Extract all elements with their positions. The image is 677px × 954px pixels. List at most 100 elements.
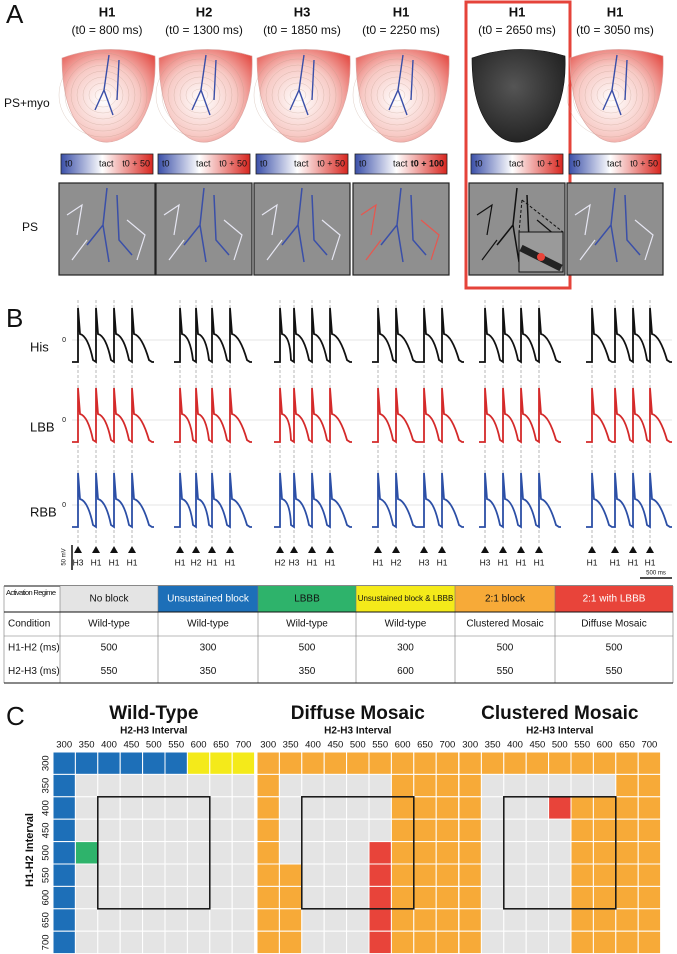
stimulus-label: H1	[127, 557, 138, 567]
heatmap-cell	[231, 841, 256, 865]
heatmap-cell	[97, 751, 121, 775]
purkinje-branch	[191, 54, 217, 116]
isochrone	[191, 88, 209, 102]
stimulus-marker	[517, 546, 525, 553]
x-axis-label: H2-H3 Interval	[120, 726, 187, 737]
heatmap-cell	[52, 796, 76, 820]
y-tick-label: 550	[41, 867, 52, 883]
heatmap-cell	[301, 751, 325, 775]
ps-tree	[261, 203, 341, 261]
heatmap-cell	[119, 930, 144, 954]
y-tick-label: 300	[41, 755, 52, 771]
heatmap-cell	[458, 796, 482, 820]
table-header: Unsustained block	[167, 594, 250, 605]
isochrone	[277, 76, 319, 114]
heatmap-cell	[278, 751, 303, 775]
heatmap-cell	[346, 908, 370, 932]
scale-label: 50 mV	[62, 548, 68, 565]
ps-panel	[566, 182, 664, 276]
colorbar-label: tact	[196, 158, 211, 168]
isochrone	[584, 70, 638, 120]
stimulus-label: H1	[325, 557, 336, 567]
x-axis-label: H2-H3 Interval	[324, 726, 391, 737]
heatmap-cell	[458, 773, 482, 798]
heatmap-cell	[323, 885, 348, 910]
stimulus-marker	[374, 546, 382, 553]
heatmap-cell	[503, 885, 527, 910]
heatmap-cell	[186, 885, 211, 910]
trace	[174, 472, 252, 529]
stimulus-label: H2	[191, 557, 202, 567]
heatmap-cell	[368, 796, 392, 820]
heatmap-cell	[615, 796, 639, 820]
highlight-box	[464, 0, 572, 290]
heatmap-cell	[52, 751, 76, 775]
heatmap-cell	[570, 885, 594, 910]
heatmap-cell	[256, 751, 280, 775]
heatmap-cell	[570, 841, 594, 865]
heatmap-cell	[390, 818, 415, 843]
stimulus-title: H3	[294, 4, 311, 19]
x-tick-label: 450	[123, 740, 139, 751]
heatmap-cell	[323, 751, 348, 775]
isochrone	[376, 76, 418, 114]
heatmap-cell	[74, 863, 99, 887]
stimulus-marker	[128, 546, 136, 553]
heatmap-cell	[346, 818, 370, 843]
heatmap-cell	[637, 751, 662, 775]
heatmap-cell	[637, 818, 662, 843]
trace	[274, 472, 352, 529]
heatmap-cell	[164, 885, 188, 910]
heatmap-cell	[368, 930, 392, 954]
heatmap-cell	[97, 908, 121, 932]
heatmap-cell	[278, 885, 303, 910]
heatmap-cell	[74, 841, 99, 865]
heatmap-cell	[548, 773, 572, 798]
heatmap-cell	[570, 751, 594, 775]
isochrone	[358, 58, 436, 132]
heatmap-cell	[278, 863, 303, 887]
stimulus-label: H1	[109, 557, 120, 567]
stimulus-label: H1	[516, 557, 527, 567]
heatmap-cell	[615, 818, 639, 843]
heatmap-cell	[525, 773, 550, 798]
purkinje-branch	[289, 54, 315, 116]
table-cell: Diffuse Mosaic	[581, 619, 646, 630]
heatmap-cell	[209, 818, 233, 843]
row-label: PS	[22, 220, 38, 234]
colorbar-label: tact	[393, 158, 408, 168]
trace	[72, 307, 154, 364]
heatmap-cell	[164, 930, 188, 954]
heatmap-cell	[74, 818, 99, 843]
heatmap-cell	[256, 796, 280, 820]
heatmap-cell	[525, 751, 550, 775]
heatmap-cell	[278, 773, 303, 798]
heatmap-cell	[256, 818, 280, 843]
isochrone	[70, 64, 136, 126]
table-cell: Wild-type	[88, 619, 130, 630]
colorbar-label: t0 + 50	[317, 158, 345, 168]
trace-label: LBB	[30, 419, 55, 434]
trace	[586, 307, 672, 364]
heatmap-cell	[503, 841, 527, 865]
heatmap-cell	[52, 841, 76, 865]
x-tick-label: 400	[507, 740, 523, 751]
colorbar-label: tact	[99, 158, 114, 168]
heatmap-cell	[548, 908, 572, 932]
colorbar	[568, 153, 662, 175]
stimulus-marker	[276, 546, 284, 553]
heatmap-cell	[413, 796, 437, 820]
heatmap-cell	[390, 841, 415, 865]
stimulus-label: H3	[480, 557, 491, 567]
heatmap-cell	[323, 773, 348, 798]
ps-tree	[183, 187, 230, 263]
heatmap-cell	[390, 773, 415, 798]
stimulus-marker	[74, 546, 82, 553]
heatmap-cell	[413, 908, 437, 932]
row-label: PS+myo	[4, 96, 50, 110]
stimulus-title: H1	[393, 4, 410, 19]
isochrone	[265, 64, 331, 126]
heatmap-cell	[346, 885, 370, 910]
colorbar-label: t0	[65, 158, 73, 168]
x-tick-label: 350	[283, 740, 299, 751]
